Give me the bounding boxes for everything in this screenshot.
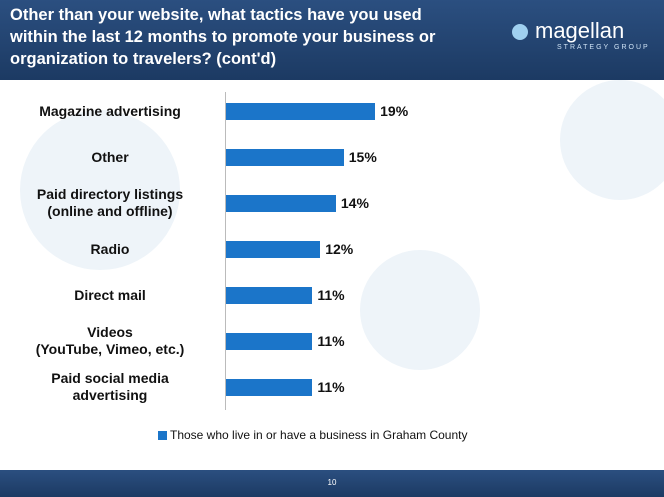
- logo-subtext: STRATEGY GROUP: [557, 44, 650, 51]
- category-label: Paid social media advertising: [51, 370, 169, 403]
- category-axis: [225, 92, 226, 410]
- legend-swatch: [158, 430, 167, 440]
- category-label: Paid directory listings (online and offl…: [36, 186, 184, 219]
- bar: [226, 332, 313, 350]
- value-label: 11%: [317, 332, 345, 349]
- bar: [226, 378, 313, 396]
- value-label: 11%: [317, 378, 345, 395]
- legend-label: Those who live in or have a business in …: [170, 428, 468, 442]
- background-circle: [360, 250, 480, 370]
- background-circle: [20, 110, 180, 270]
- bar: [226, 194, 336, 212]
- bar: [226, 240, 321, 258]
- legend: Those who live in or have a business in …: [158, 428, 468, 442]
- value-label: 12%: [325, 240, 354, 257]
- bar: [226, 102, 376, 120]
- logo-icon: [512, 24, 528, 40]
- category-label: Direct mail: [74, 286, 146, 303]
- value-label: 15%: [348, 148, 377, 165]
- category-label: Magazine advertising: [39, 102, 181, 119]
- slide-title: Other than your website, what tactics ha…: [10, 6, 436, 68]
- background-circle: [560, 80, 664, 200]
- bar: [226, 286, 313, 304]
- value-label: 19%: [380, 102, 409, 119]
- category-label: Videos (YouTube, Vimeo, etc.): [35, 324, 185, 357]
- category-label: Other: [91, 148, 129, 165]
- footer-band: [0, 470, 664, 497]
- logo-text: magellan: [535, 18, 625, 43]
- bar: [226, 148, 344, 166]
- value-label: 11%: [317, 286, 345, 303]
- category-label: Radio: [90, 240, 130, 257]
- header-band: [0, 0, 664, 80]
- value-label: 14%: [340, 194, 369, 211]
- page-number: 10: [327, 478, 337, 487]
